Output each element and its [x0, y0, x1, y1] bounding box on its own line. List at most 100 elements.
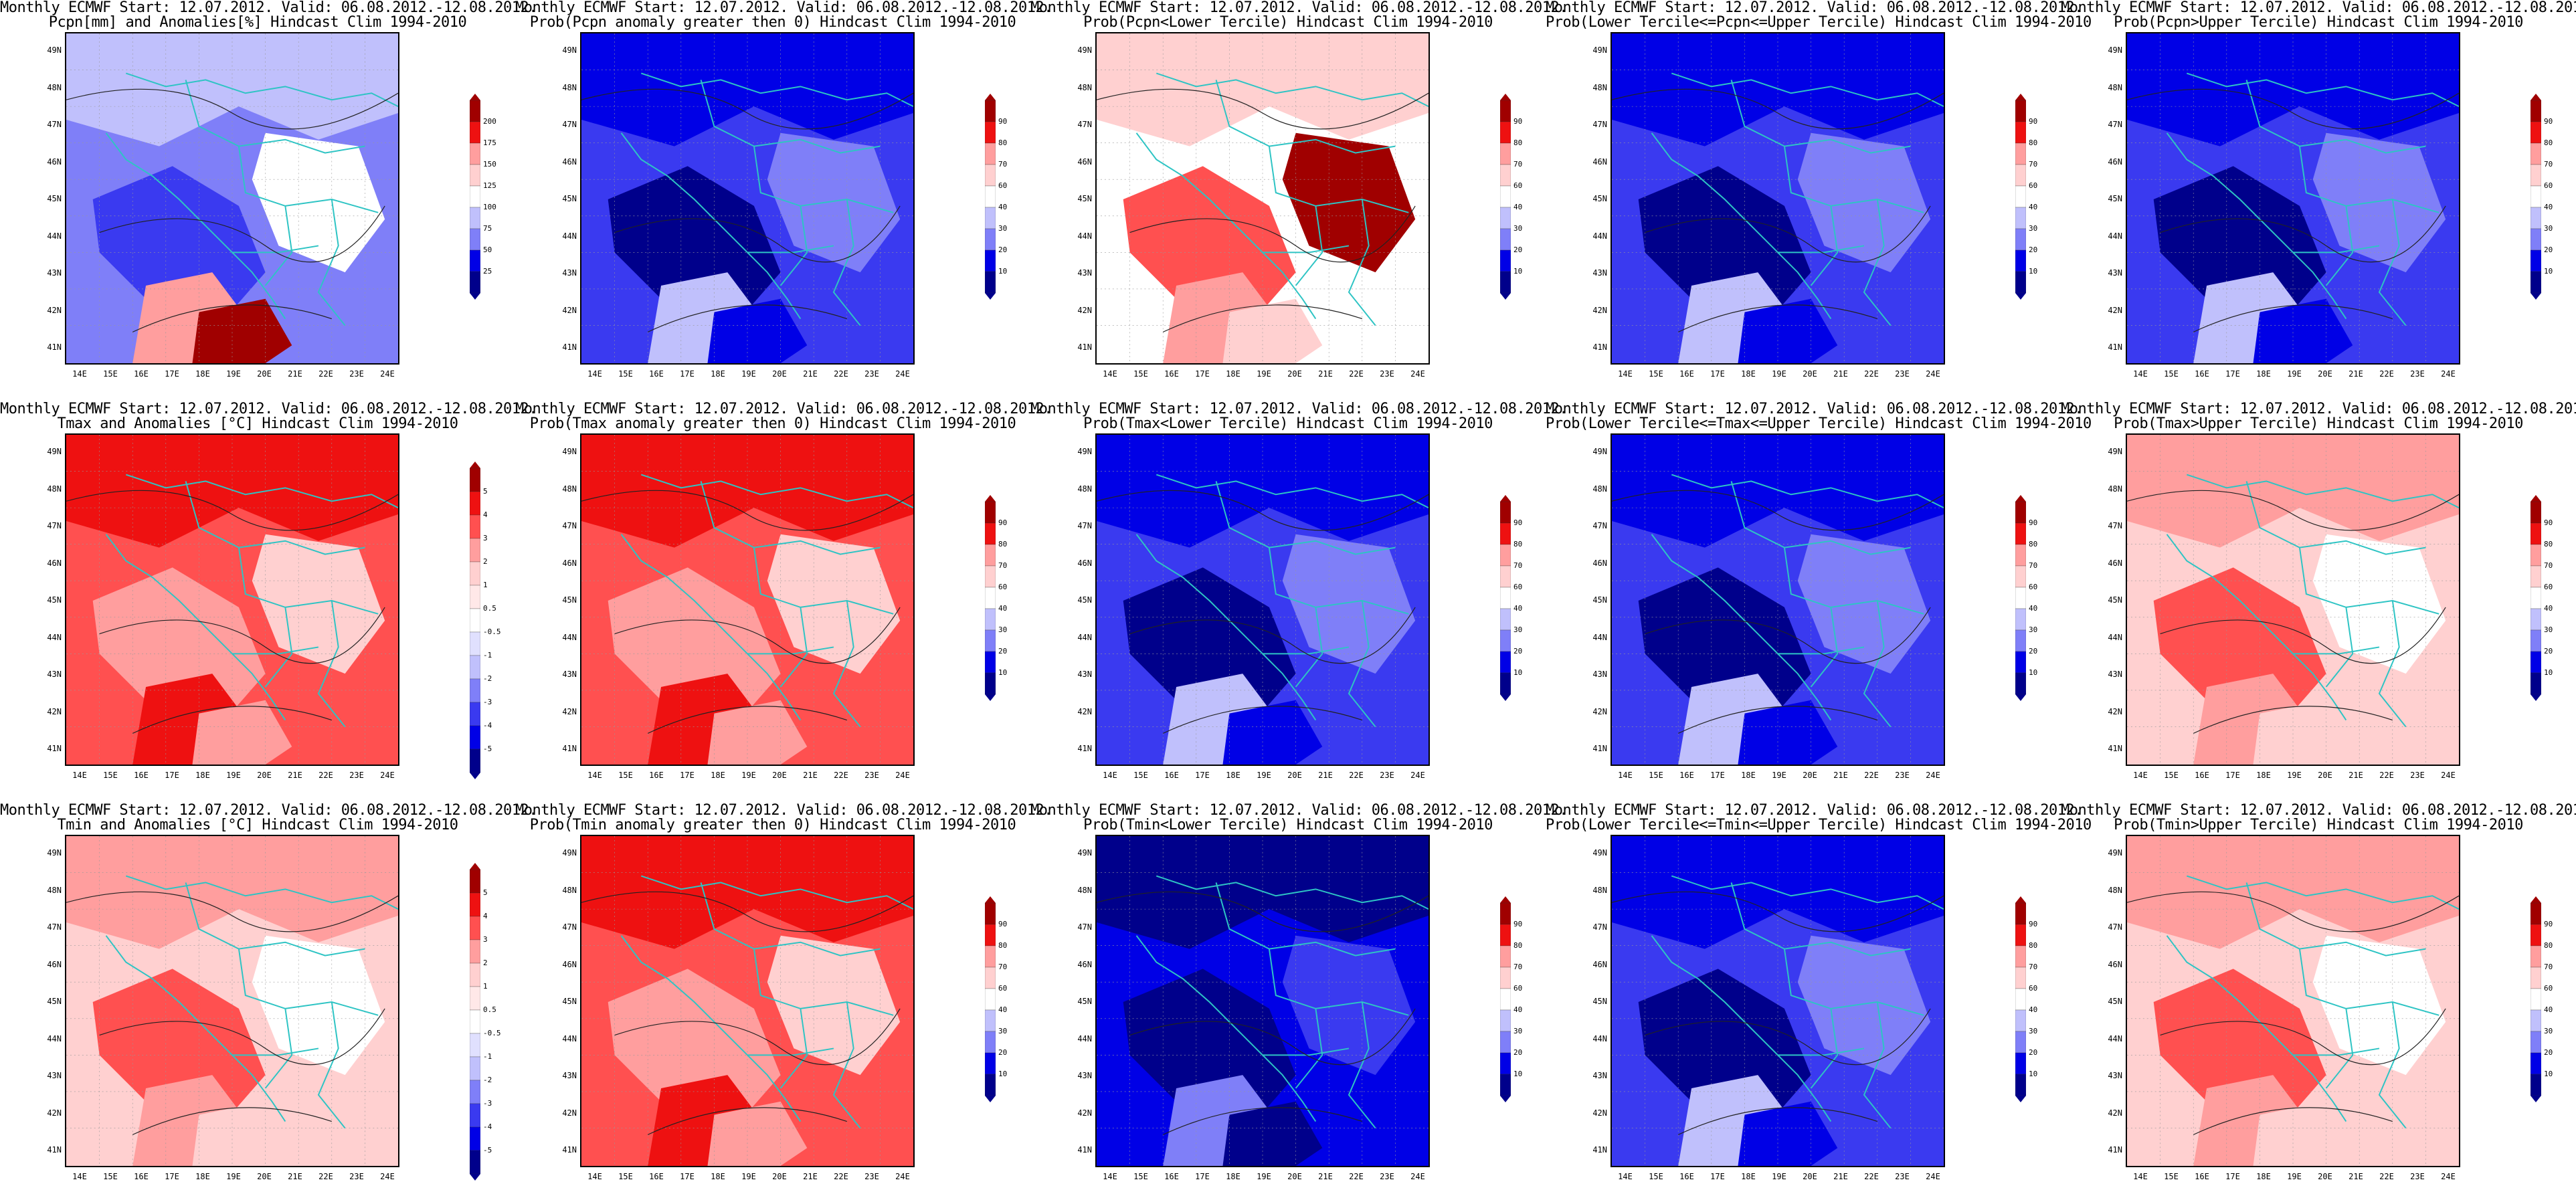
colorbar-label: 10	[2029, 267, 2038, 276]
colorbar-label: 90	[1513, 117, 1523, 126]
colorbar	[2015, 94, 2026, 300]
colorbar-segment	[2015, 1031, 2026, 1054]
colorbar-label: 40	[2029, 604, 2038, 613]
map-panel: Monthly ECMWF Start: 12.07.2012. Valid: …	[1546, 401, 2092, 803]
colorbar-segment	[985, 164, 996, 187]
y-tick-label: 49N	[47, 848, 62, 858]
colorbar-segment	[2015, 142, 2026, 165]
colorbar-label: 30	[2029, 625, 2038, 634]
panel-title-line1: Monthly ECMWF Start: 12.07.2012. Valid: …	[1546, 401, 2083, 417]
colorbar-label: 30	[998, 224, 1008, 233]
border-lines	[2166, 72, 2459, 326]
colorbar-label: 80	[998, 138, 1008, 147]
y-tick-label: 44N	[1592, 1033, 1607, 1043]
colorbar-segment	[470, 1056, 480, 1081]
x-tick-label: 14E	[72, 1172, 87, 1181]
colorbar-label: 80	[1513, 941, 1523, 950]
colorbar-segment	[470, 748, 480, 773]
colorbar-segment	[985, 629, 996, 652]
x-tick-label: 16E	[1679, 771, 1694, 780]
contour-region	[1282, 534, 1416, 674]
x-tick-label: 16E	[649, 771, 664, 780]
colorbar-label: 75	[483, 224, 492, 233]
colorbar-segment	[2015, 988, 2026, 1011]
x-tick-label: 16E	[134, 771, 149, 780]
colorbar-segment	[470, 561, 480, 586]
y-tick-label: 43N	[47, 670, 62, 679]
colorbar-segment	[2531, 672, 2541, 695]
map-area	[2126, 32, 2460, 365]
colorbar-label: 1	[483, 982, 488, 991]
y-tick-label: 46N	[2108, 157, 2122, 167]
colorbar-segment	[985, 522, 996, 545]
colorbar-label: 90	[2544, 920, 2553, 928]
colorbar-segment	[2531, 249, 2541, 272]
map-area	[2126, 433, 2460, 766]
x-tick-label: 14E	[2133, 369, 2148, 379]
y-tick-label: 49N	[1077, 848, 1092, 858]
x-tick-label: 18E	[195, 1172, 210, 1181]
colorbar-label: 40	[998, 203, 1008, 211]
colorbar-label: 50	[483, 245, 492, 254]
border-lines	[620, 474, 913, 728]
y-tick-label: 45N	[1592, 997, 1607, 1006]
colorbar-segment	[2015, 121, 2026, 144]
x-tick-label: 21E	[2349, 1172, 2363, 1181]
colorbar	[2531, 94, 2541, 300]
colorbar-label: 40	[2029, 1005, 2038, 1014]
y-tick-label: 43N	[1592, 268, 1607, 278]
colorbar-segment	[1500, 988, 1511, 1011]
x-tick-label: 14E	[1103, 771, 1117, 780]
y-tick-label: 46N	[562, 157, 577, 167]
map-area	[2126, 835, 2460, 1167]
x-tick-label: 16E	[1679, 1172, 1694, 1181]
x-tick-label: 20E	[2318, 369, 2332, 379]
contour-line	[581, 891, 913, 1135]
contour-region	[2153, 567, 2326, 727]
map-area	[1095, 835, 1430, 1167]
colorbar-segment	[985, 94, 996, 100]
colorbar-segment	[2015, 896, 2026, 903]
x-tick-label: 22E	[2379, 771, 2394, 780]
y-tick-label: 42N	[47, 706, 62, 716]
x-tick-label: 22E	[318, 1172, 333, 1181]
x-tick-label: 20E	[257, 771, 272, 780]
x-tick-label: 20E	[2318, 771, 2332, 780]
colorbar-label: 100	[483, 203, 496, 211]
colorbar-segment	[985, 1031, 996, 1054]
colorbar-label: 150	[483, 160, 496, 169]
colorbar-label: 70	[2544, 561, 2553, 570]
colorbar-label: 90	[998, 920, 1008, 928]
colorbar-segment	[1500, 608, 1511, 631]
x-tick-label: 17E	[1710, 369, 1725, 379]
colorbar-label: 30	[998, 1027, 1008, 1035]
y-tick-label: 42N	[2108, 706, 2122, 716]
border-lines	[1135, 72, 1429, 326]
y-tick-label: 41N	[1077, 1145, 1092, 1155]
colorbar-label: 20	[2544, 647, 2553, 656]
contour-region	[1222, 700, 1323, 765]
colorbar-label: 40	[1513, 604, 1523, 613]
y-tick-label: 48N	[47, 82, 62, 92]
x-tick-label: 15E	[618, 771, 633, 780]
colorbar-segment	[2531, 164, 2541, 187]
y-tick-label: 41N	[562, 342, 577, 352]
x-tick-label: 19E	[2287, 771, 2302, 780]
y-tick-label: 49N	[562, 45, 577, 55]
x-tick-label: 17E	[1195, 369, 1210, 379]
colorbar-label: 20	[1513, 647, 1523, 656]
x-tick-label: 22E	[1864, 1172, 1879, 1181]
panel-title-line2: Prob(Pcpn anomaly greater then 0) Hindca…	[529, 14, 1016, 31]
colorbar-label: -4	[483, 1122, 492, 1131]
y-tick-label: 46N	[1077, 157, 1092, 167]
x-tick-label: 14E	[1103, 369, 1117, 379]
panel-title-line2: Tmax and Anomalies [°C] Hindcast Clim 19…	[57, 415, 458, 432]
y-tick-label: 49N	[2108, 447, 2122, 456]
y-tick-label: 47N	[1592, 922, 1607, 932]
colorbar-label: 40	[1513, 203, 1523, 211]
x-tick-label: 24E	[2441, 369, 2456, 379]
x-tick-label: 24E	[1926, 771, 1940, 780]
colorbar-segment	[2015, 185, 2026, 208]
x-tick-label: 16E	[1164, 771, 1179, 780]
x-tick-label: 23E	[1380, 1172, 1394, 1181]
